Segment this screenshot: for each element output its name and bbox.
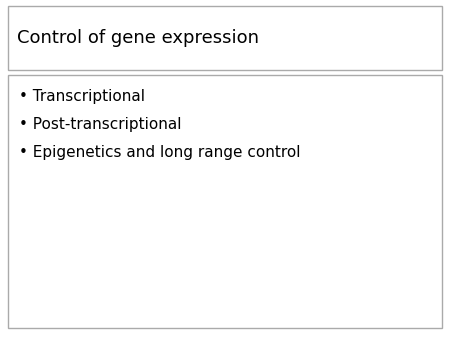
Text: • Epigenetics and long range control: • Epigenetics and long range control: [19, 145, 301, 160]
Bar: [8, 6, 442, 70]
Text: Control of gene expression: Control of gene expression: [17, 29, 259, 47]
Bar: [8, 75, 442, 328]
Text: • Post-transcriptional: • Post-transcriptional: [19, 117, 182, 132]
Text: • Transcriptional: • Transcriptional: [19, 90, 145, 104]
